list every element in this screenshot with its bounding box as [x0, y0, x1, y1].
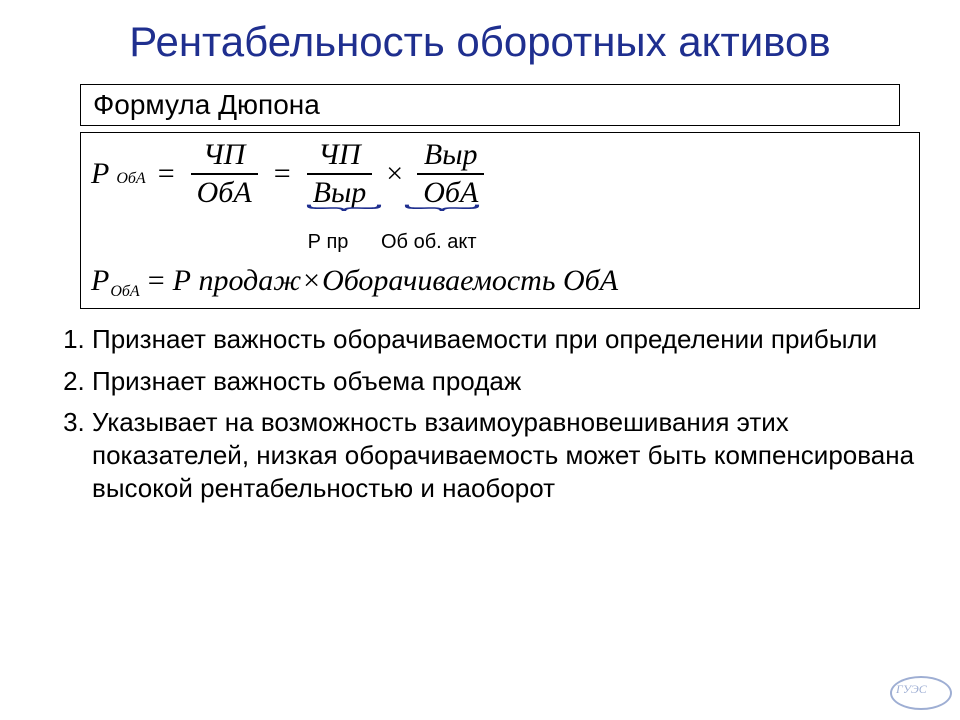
times-1: ×	[386, 158, 403, 190]
lhs-base: Р	[91, 158, 109, 190]
fraction-1: ЧП ОбА	[191, 139, 258, 208]
fraction-3: Выр ОбА	[417, 139, 484, 208]
formula-block: РОбА = ЧП ОбА = ЧП Выр × Выр ОбА ︸ ︸	[80, 132, 920, 309]
frac1-bar	[191, 173, 258, 175]
annotation-right: Об об. акт	[381, 231, 477, 254]
frac1-num: ЧП	[197, 139, 251, 171]
frac3-num: Выр	[418, 139, 484, 171]
footer-logo: ГУЭС	[890, 670, 950, 712]
lhs-sub: ОбА	[116, 171, 145, 188]
equals-3: =	[148, 264, 165, 298]
frac3-bar	[417, 173, 484, 175]
equals-1: =	[158, 158, 175, 190]
equals-2: =	[274, 158, 291, 190]
frac2-num: ЧП	[312, 139, 366, 171]
slide-title: Рентабельность оборотных активов	[0, 0, 960, 66]
formula-name-box: Формула Дюпона	[80, 84, 900, 126]
logo-text: ГУЭС	[896, 682, 927, 697]
formula-1: Р ОбА = ЧП ОбА = ЧП Выр × Выр ОбА	[91, 139, 909, 208]
formula-name: Формула Дюпона	[93, 89, 320, 120]
formula2-part1: Р продаж	[173, 264, 302, 298]
times-2: ×	[303, 264, 320, 298]
frac2-bar	[307, 173, 373, 175]
formula-2: РОбА = Р продаж × Оборачиваемость ОбА	[91, 264, 909, 298]
point-2: Признает важность объема продаж	[92, 366, 521, 396]
annotation-row: Р пр Об об. акт	[283, 231, 909, 254]
brace-left: ︸	[305, 212, 383, 224]
lhs2-sub: ОбА	[110, 283, 139, 301]
formula2-part2: Оборачиваемость ОбА	[322, 264, 618, 298]
list-item: Признает важность объема продаж	[92, 365, 920, 398]
list-item: Указывает на возможность взаимоуравновеш…	[92, 406, 920, 506]
annotation-left: Р пр	[283, 231, 373, 254]
frac1-den: ОбА	[191, 177, 258, 209]
point-1: Признает важность оборачиваемости при оп…	[92, 324, 877, 354]
brace-right: ︸	[403, 212, 481, 224]
brace-row: ︸ ︸	[299, 210, 909, 225]
fraction-2: ЧП Выр	[307, 139, 373, 208]
lhs2-base: Р	[91, 264, 109, 298]
point-3: Указывает на возможность взаимоуравновеш…	[92, 407, 914, 504]
list-item: Признает важность оборачиваемости при оп…	[92, 323, 920, 356]
points-list: Признает важность оборачиваемости при оп…	[60, 323, 920, 505]
slide: Рентабельность оборотных активов Формула…	[0, 0, 960, 720]
